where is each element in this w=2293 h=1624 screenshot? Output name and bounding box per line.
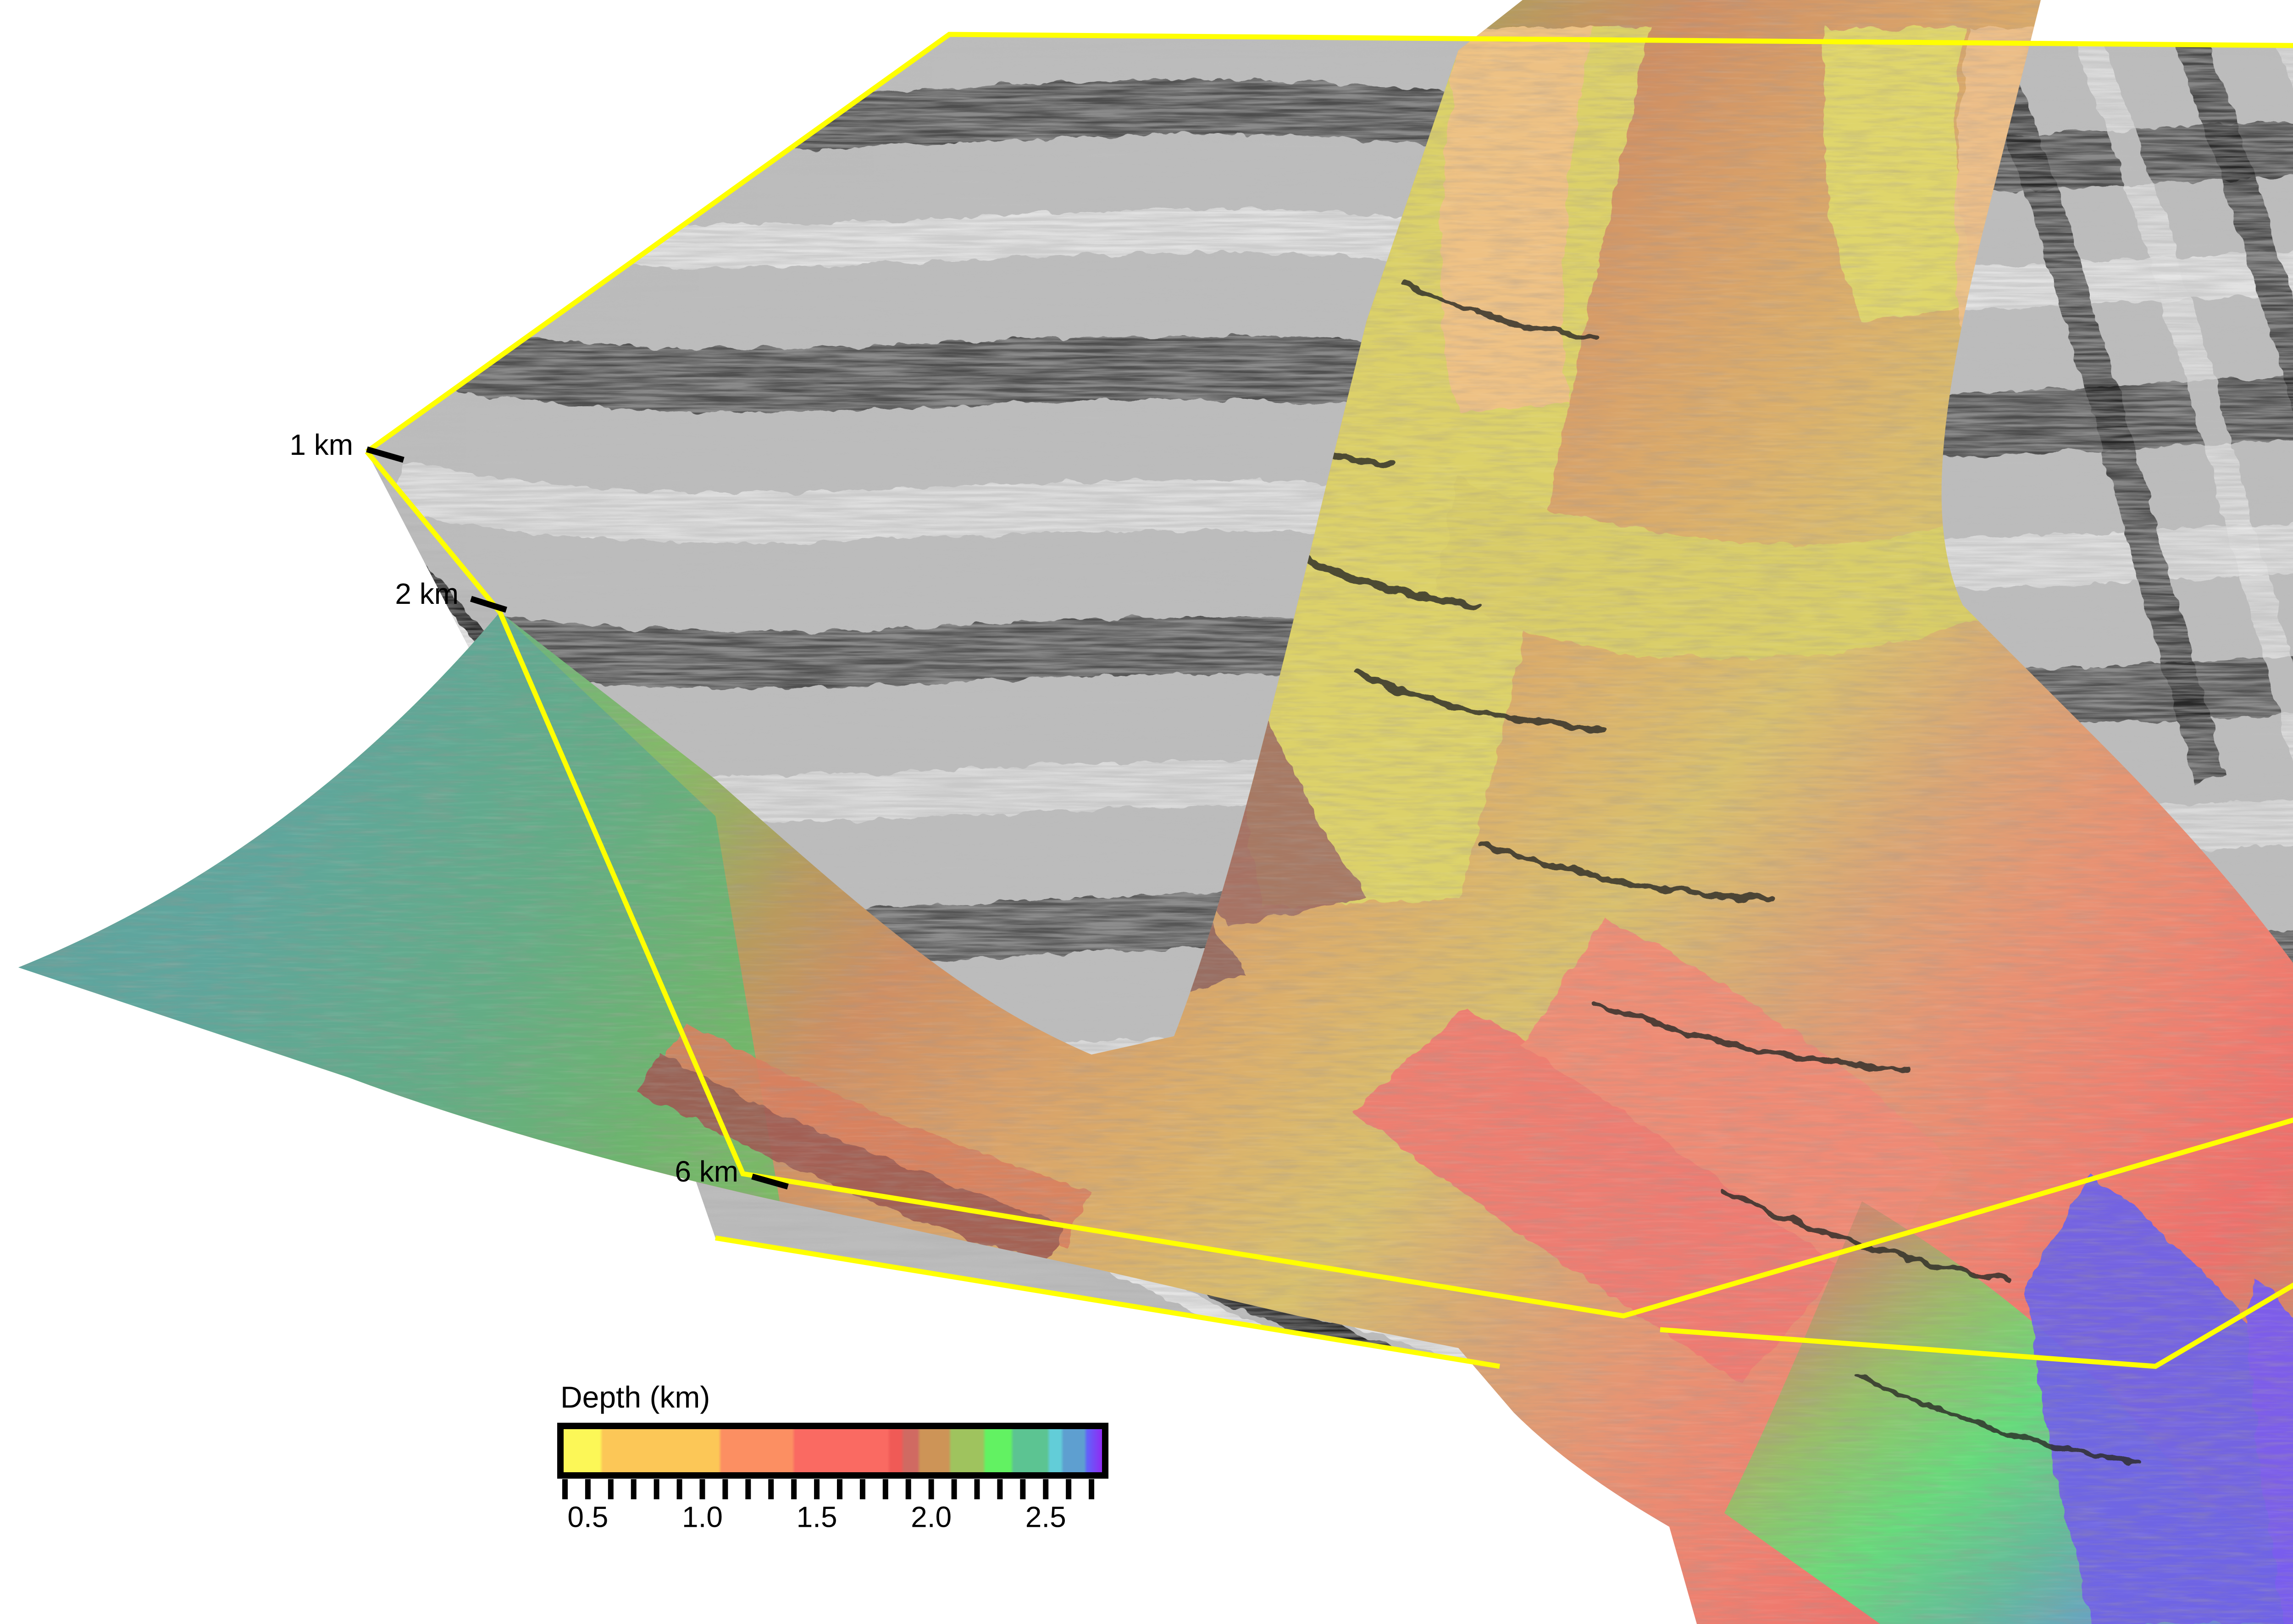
depth-tick-6km: 6 km — [675, 1155, 789, 1190]
depth-tick-label-2km: 2 km — [395, 577, 459, 610]
survey-outline — [365, 32, 2293, 1369]
colorbar-ticks — [562, 1479, 1095, 1499]
depth-tick-mark-1km — [366, 446, 404, 463]
colorbar-gradient[interactable] — [557, 1423, 1108, 1479]
colorbar-tick-label: 1.5 — [797, 1500, 837, 1533]
depth-axis: 1 km 2 km 6 km — [289, 428, 789, 1190]
colorbar-tick-label: 0.5 — [567, 1500, 608, 1533]
colorbar-tick-label: 1.0 — [682, 1500, 723, 1533]
colorbar-tick-label: 2.0 — [911, 1500, 952, 1533]
depth-tick-label-1km: 1 km — [289, 428, 353, 461]
depth-tick-mark-6km — [751, 1173, 789, 1190]
depth-tick-label-6km: 6 km — [675, 1155, 738, 1188]
colorbar-title: Depth (km) — [560, 1380, 710, 1414]
colorbar-legend: Depth (km) 0.5 1.0 1.5 2.0 2.5 — [557, 1380, 1108, 1533]
depth-tick-1km: 1 km — [289, 428, 404, 463]
colorbar-tick-labels: 0.5 1.0 1.5 2.0 2.5 — [567, 1500, 1066, 1533]
colorbar-tick-label: 2.5 — [1025, 1500, 1066, 1533]
depth-tick-2km: 2 km — [395, 577, 507, 613]
depth-tick-mark-2km — [470, 596, 507, 613]
